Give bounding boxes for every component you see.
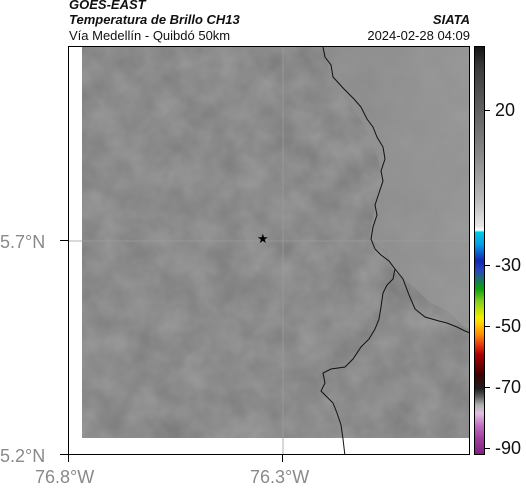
cb-label-neg70: -70 [495, 377, 522, 397]
cb-label-20: 20 [495, 100, 516, 120]
lon-label-76.3: 76.3°W [250, 467, 310, 487]
lon-tick-76.8 [68, 455, 69, 462]
cb-label-neg50: -50 [495, 316, 522, 336]
cb-tick-neg90 [485, 448, 490, 449]
region-subtitle: Vía Medellín - Quibdó 50km [69, 28, 231, 43]
source-label: SIATA [432, 12, 470, 27]
lat-label-5.2: 5.2°N [0, 446, 46, 466]
department-boundary-east [394, 268, 469, 334]
timestamp-label: 2024-02-28 04:09 [367, 28, 470, 43]
cb-label-neg90: -90 [495, 438, 522, 458]
satellite-map[interactable]: ★ [68, 46, 470, 455]
temperature-colorbar [474, 46, 485, 455]
lat-tick-5.2 [60, 454, 68, 455]
mountain-region [324, 47, 469, 329]
lat-label-5.7: 5.7°N [0, 232, 46, 252]
cb-tick-neg70 [485, 387, 490, 388]
chart-title: Temperatura de Brillo CH13 [69, 12, 240, 27]
cb-tick-neg50 [485, 326, 490, 327]
cb-label-neg30: -30 [495, 255, 522, 275]
location-marker[interactable]: ★ [257, 232, 269, 246]
star-icon: ★ [257, 231, 269, 246]
map-canvas [69, 47, 469, 454]
lon-tick-76.3 [282, 455, 283, 462]
lat-tick-5.7 [60, 240, 68, 241]
cb-tick-neg30 [485, 265, 490, 266]
lon-label-76.8: 76.8°W [35, 467, 95, 487]
agency-label: GOES-EAST [69, 0, 146, 12]
department-boundary [320, 47, 396, 454]
cb-tick-20 [485, 110, 490, 111]
